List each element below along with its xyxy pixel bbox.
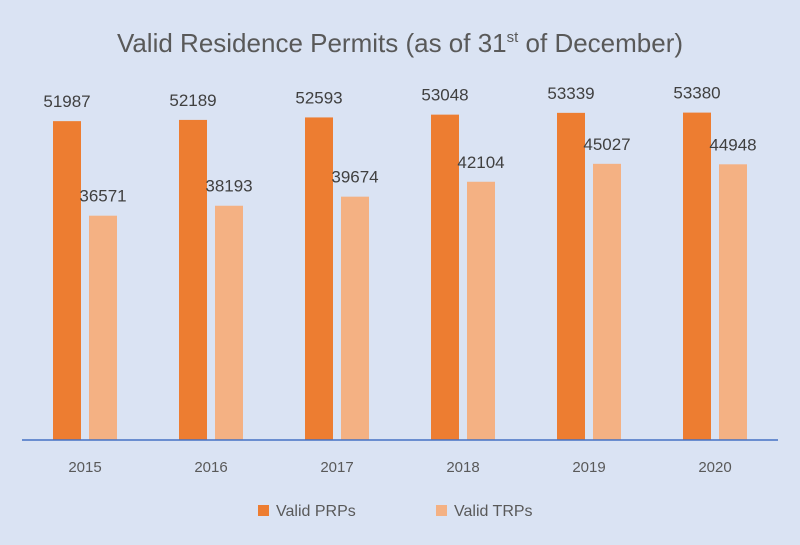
x-tick-label-2017: 2017 <box>320 459 353 476</box>
chart-title-end: of December) <box>518 28 683 58</box>
data-label-valid-trps-2020: 44948 <box>709 135 756 154</box>
bar-valid-prps-2019 <box>557 112 585 441</box>
x-tick-label-2020: 2020 <box>698 459 731 476</box>
bar-valid-prps-2017 <box>305 117 333 441</box>
bar-valid-trps-2020 <box>719 164 747 440</box>
bar-valid-prps-2015 <box>53 121 81 441</box>
legend-label-valid-trps: Valid TRPs <box>454 503 533 520</box>
x-tick-label-2018: 2018 <box>446 459 479 476</box>
data-label-valid-prps-2016: 52189 <box>169 91 216 110</box>
data-label-valid-trps-2016: 38193 <box>205 177 252 196</box>
bar-valid-prps-2020 <box>683 112 711 441</box>
chart-title: Valid Residence Permits (as of 31st of D… <box>117 28 683 58</box>
bar-valid-trps-2019 <box>593 163 621 440</box>
data-label-valid-prps-2017: 52593 <box>295 88 342 107</box>
data-label-valid-trps-2019: 45027 <box>583 135 630 154</box>
bar-valid-prps-2016 <box>179 119 207 440</box>
bar-valid-trps-2015 <box>89 215 117 440</box>
legend: Valid PRPs Valid TRPs <box>258 503 533 520</box>
legend-swatch-valid-trps <box>436 505 447 516</box>
chart-title-main: Valid Residence Permits (as of 31 <box>117 28 507 58</box>
data-label-valid-trps-2017: 39674 <box>331 168 378 187</box>
data-label-valid-prps-2020: 53380 <box>673 84 720 103</box>
chart-title-superscript: st <box>507 29 520 46</box>
data-label-valid-prps-2019: 53339 <box>547 84 594 103</box>
data-label-valid-prps-2015: 51987 <box>43 92 90 111</box>
legend-swatch-valid-prps <box>258 505 269 516</box>
x-tick-label-2015: 2015 <box>68 459 101 476</box>
data-label-valid-prps-2018: 53048 <box>421 86 468 105</box>
bar-valid-trps-2016 <box>215 205 243 440</box>
x-tick-label-2016: 2016 <box>194 459 227 476</box>
x-tick-label-2019: 2019 <box>572 459 605 476</box>
bar-valid-trps-2017 <box>341 196 369 440</box>
data-label-valid-trps-2018: 42104 <box>457 153 504 172</box>
legend-label-valid-prps: Valid PRPs <box>276 503 356 520</box>
data-label-valid-trps-2015: 36571 <box>79 187 126 206</box>
bar-valid-trps-2018 <box>467 181 495 440</box>
bar-valid-prps-2018 <box>431 114 459 441</box>
plot-area: 51987 36571 2015 52189 38193 2016 52593 39674 20… <box>43 84 756 476</box>
